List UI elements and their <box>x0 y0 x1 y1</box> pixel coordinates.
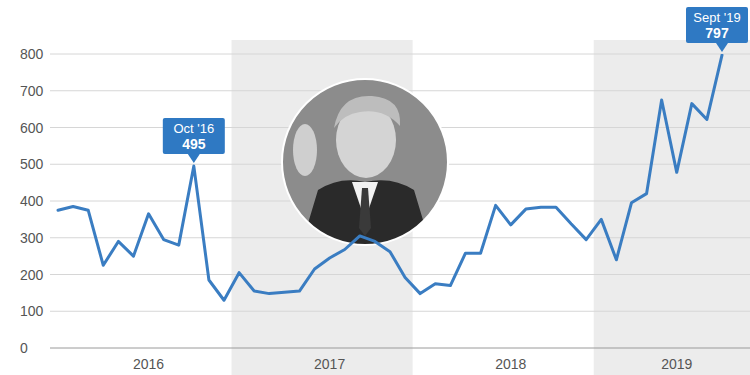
portrait-hair <box>334 96 400 128</box>
grid-line <box>50 274 750 275</box>
annotation: Oct '16495 <box>163 118 225 163</box>
y-tick-label: 0 <box>20 340 28 356</box>
chart: 0 100 200 300 400 500 600 700 800 2016 2017 2018 201… <box>0 0 750 375</box>
y-tick-label: 600 <box>20 120 44 136</box>
x-tick-label: 2019 <box>661 356 692 372</box>
data-line <box>58 55 722 300</box>
chart-container: 0 100 200 300 400 500 600 700 800 2016 2017 2018 201… <box>0 0 750 375</box>
y-tick-label: 300 <box>20 230 44 246</box>
portrait-ring <box>282 79 448 245</box>
annotation-value: 797 <box>705 25 729 41</box>
annotation-pointer <box>716 43 728 52</box>
grid-line <box>50 348 750 349</box>
annotation-pointer <box>188 154 200 163</box>
annotation: Sept '19797 <box>686 7 748 52</box>
y-tick-label: 400 <box>20 193 44 209</box>
y-tick-label: 800 <box>20 46 44 62</box>
grid-line <box>50 54 750 55</box>
annotation-box <box>163 118 225 154</box>
portrait-tie <box>359 188 371 236</box>
x-tick-label: 2018 <box>495 356 526 372</box>
portrait-inner <box>282 79 448 250</box>
portrait <box>282 79 448 250</box>
y-tick-label: 500 <box>20 156 44 172</box>
y-tick-label: 700 <box>20 83 44 99</box>
portrait-hand <box>293 124 317 176</box>
annotation-label: Oct '16 <box>173 121 214 136</box>
y-tick-label: 100 <box>20 303 44 319</box>
portrait-bg <box>282 79 448 245</box>
grid-line <box>50 311 750 312</box>
x-tick-label: 2016 <box>133 356 164 372</box>
y-tick-label: 200 <box>20 267 44 283</box>
annotation-label: Sept '19 <box>693 10 740 25</box>
x-tick-label: 2017 <box>314 356 345 372</box>
annotation-box <box>686 7 748 43</box>
plot-area <box>58 55 722 300</box>
annotation-value: 495 <box>182 136 206 152</box>
